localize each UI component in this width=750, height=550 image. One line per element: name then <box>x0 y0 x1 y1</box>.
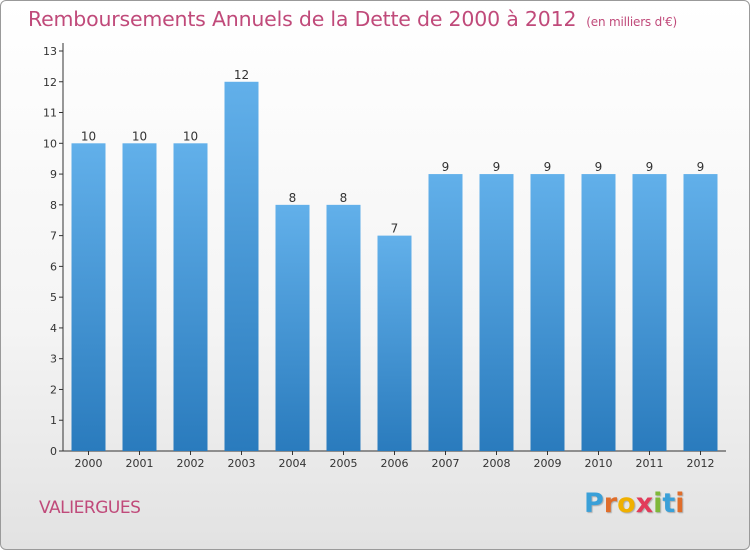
bar-2004 <box>275 204 310 451</box>
logo-letter: i <box>675 488 685 519</box>
x-tick-label: 2006 <box>381 457 409 470</box>
bar-2007 <box>428 174 463 452</box>
data-label-2006: 7 <box>391 222 399 236</box>
data-label-2010: 9 <box>595 160 603 174</box>
y-tick-label: 12 <box>43 76 57 89</box>
y-tick-label: 2 <box>50 383 57 396</box>
data-label-2007: 9 <box>442 160 450 174</box>
x-tick-label: 2007 <box>432 457 460 470</box>
bar-2000 <box>71 143 106 452</box>
x-tick-label: 2000 <box>75 457 103 470</box>
y-tick-label: 11 <box>43 107 57 120</box>
logo-letter: o <box>617 488 636 519</box>
bar-2009 <box>530 174 565 452</box>
bars <box>71 81 718 452</box>
data-label-2003: 12 <box>234 68 249 82</box>
x-tick-label: 2008 <box>483 457 511 470</box>
x-tick-label: 2010 <box>585 457 613 470</box>
data-label-2008: 9 <box>493 160 501 174</box>
logo-letter: x <box>635 488 654 519</box>
x-tick-label: 2004 <box>279 457 307 470</box>
x-tick-label: 2002 <box>177 457 205 470</box>
x-tick-label: 2003 <box>228 457 256 470</box>
x-tick-label: 2009 <box>534 457 562 470</box>
y-tick-label: 8 <box>50 199 57 212</box>
y-tick-label: 10 <box>43 137 57 150</box>
y-tick-label: 13 <box>43 45 57 58</box>
bar-2002 <box>173 143 208 452</box>
y-tick-label: 4 <box>50 322 57 335</box>
y-tick-label: 1 <box>50 414 57 427</box>
chart-unit: (en milliers d'€) <box>586 15 678 29</box>
bar-2010 <box>581 174 616 452</box>
logo-letter: P <box>584 488 604 519</box>
bar-2008 <box>479 174 514 452</box>
bar-2001 <box>122 143 157 452</box>
data-label-2002: 10 <box>183 129 198 143</box>
data-label-2005: 8 <box>340 191 348 205</box>
data-label-2012: 9 <box>697 160 705 174</box>
y-tick-label: 6 <box>50 260 57 273</box>
y-tick-label: 0 <box>50 445 57 458</box>
x-tick-label: 2005 <box>330 457 358 470</box>
chart-title-text: Remboursements Annuels de la Dette de 20… <box>28 7 577 31</box>
y-tick-label: 3 <box>50 353 57 366</box>
data-label-2011: 9 <box>646 160 654 174</box>
logo-letter: t <box>662 488 676 519</box>
bar-2005 <box>326 204 361 451</box>
data-label-2001: 10 <box>132 129 147 143</box>
logo-letter: r <box>603 488 618 519</box>
data-label-2009: 9 <box>544 160 552 174</box>
x-tick-label: 2011 <box>636 457 664 470</box>
chart-title: Remboursements Annuels de la Dette de 20… <box>28 7 677 31</box>
y-tick-label: 5 <box>50 291 57 304</box>
data-labels: 10 10 10 12 8 8 7 9 9 9 9 9 9 <box>81 68 704 236</box>
bar-2006 <box>377 235 412 451</box>
y-tick-label: 7 <box>50 230 57 243</box>
bar-2011 <box>632 174 667 452</box>
x-tick-label: 2012 <box>687 457 715 470</box>
data-label-2004: 8 <box>289 191 297 205</box>
commune-name: VALIERGUES <box>39 498 141 518</box>
x-tick-label: 2001 <box>126 457 154 470</box>
logo-letter: i <box>653 488 663 519</box>
data-label-2000: 10 <box>81 129 96 143</box>
proxiti-logo: Proxiti <box>584 488 685 519</box>
bar-2003 <box>224 81 259 452</box>
y-tick-label: 9 <box>50 168 57 181</box>
bar-2012 <box>683 174 718 452</box>
